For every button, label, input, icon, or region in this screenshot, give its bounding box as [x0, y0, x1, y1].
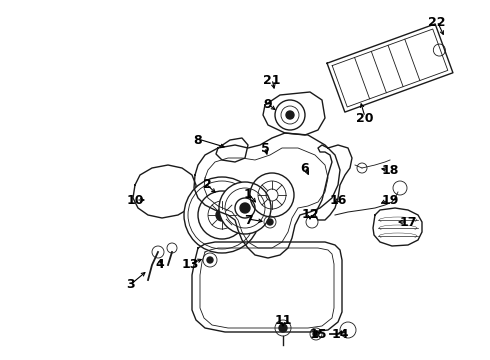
Polygon shape: [192, 242, 342, 332]
Text: 4: 4: [156, 258, 164, 271]
Circle shape: [279, 324, 287, 332]
Polygon shape: [373, 208, 422, 246]
Circle shape: [207, 257, 213, 263]
Text: 11: 11: [274, 314, 292, 327]
Text: 18: 18: [381, 163, 399, 176]
Circle shape: [313, 331, 319, 337]
Polygon shape: [263, 92, 325, 135]
Text: 5: 5: [261, 141, 270, 154]
Text: 3: 3: [126, 279, 134, 292]
Circle shape: [216, 209, 228, 221]
Polygon shape: [327, 24, 453, 112]
Text: 14: 14: [331, 328, 349, 342]
Text: 10: 10: [126, 194, 144, 207]
Text: 6: 6: [301, 162, 309, 175]
Text: 17: 17: [399, 216, 417, 229]
Text: 22: 22: [428, 15, 446, 28]
Text: 1: 1: [244, 189, 252, 202]
Text: 7: 7: [244, 213, 252, 226]
Polygon shape: [194, 133, 340, 258]
Text: 19: 19: [381, 194, 399, 207]
Text: 21: 21: [263, 73, 281, 86]
Text: 15: 15: [309, 328, 327, 342]
Text: 12: 12: [301, 208, 319, 221]
Text: 2: 2: [203, 179, 211, 192]
Circle shape: [286, 111, 294, 119]
Circle shape: [219, 182, 271, 234]
Text: 9: 9: [264, 99, 272, 112]
Polygon shape: [216, 138, 248, 162]
Circle shape: [240, 203, 250, 213]
Polygon shape: [133, 165, 196, 218]
Circle shape: [184, 177, 260, 253]
Polygon shape: [315, 145, 352, 220]
Text: 20: 20: [356, 112, 374, 125]
Text: 8: 8: [194, 134, 202, 147]
Circle shape: [267, 219, 273, 225]
Text: 16: 16: [329, 194, 347, 207]
Text: 13: 13: [181, 258, 198, 271]
